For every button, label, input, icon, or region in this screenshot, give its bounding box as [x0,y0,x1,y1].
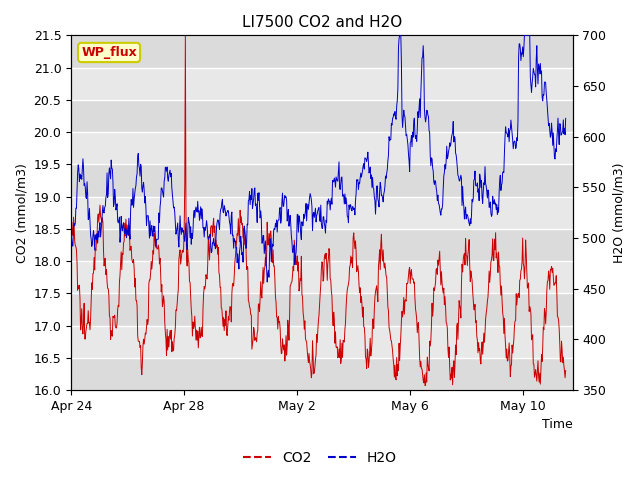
Bar [71,358,573,390]
Y-axis label: CO2 (mmol/m3): CO2 (mmol/m3) [15,163,28,263]
Bar [71,36,573,68]
Legend: CO2, H2O: CO2, H2O [237,445,403,471]
X-axis label: Time: Time [542,419,573,432]
Bar [71,164,573,197]
Bar [71,100,573,132]
Title: LI7500 CO2 and H2O: LI7500 CO2 and H2O [242,15,402,30]
Bar [71,229,573,261]
Bar [71,293,573,325]
Text: WP_flux: WP_flux [81,46,137,59]
Y-axis label: H2O (mmol/m3): H2O (mmol/m3) [612,162,625,263]
